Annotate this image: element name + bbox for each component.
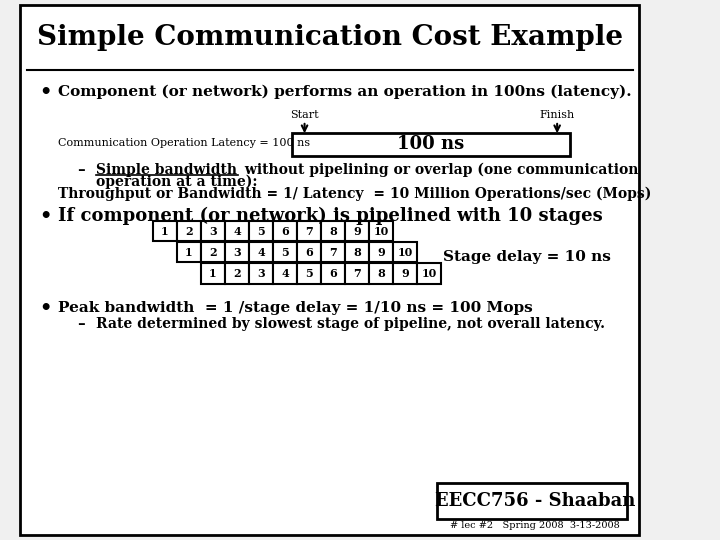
Text: operation at a time):: operation at a time): (96, 175, 258, 189)
Text: 7: 7 (353, 268, 361, 279)
Text: EECC756 - Shaaban: EECC756 - Shaaban (435, 492, 635, 510)
Text: 4: 4 (233, 226, 241, 237)
Text: 5: 5 (281, 247, 289, 258)
Text: 4: 4 (257, 247, 265, 258)
Text: •: • (40, 207, 52, 225)
Bar (201, 221, 225, 241)
Text: 1: 1 (185, 247, 193, 258)
Text: Component (or network) performs an operation in 100ns (latency).: Component (or network) performs an opera… (58, 85, 632, 99)
Text: Communication Operation Latency = 100 ns: Communication Operation Latency = 100 ns (58, 138, 310, 148)
Text: 2: 2 (185, 226, 193, 237)
Text: Peak bandwidth  = 1 /stage delay = 1/10 ns = 100 Mops: Peak bandwidth = 1 /stage delay = 1/10 n… (58, 301, 533, 315)
Bar (321, 221, 345, 241)
Text: 6: 6 (329, 268, 337, 279)
Text: 10: 10 (374, 226, 389, 237)
Bar (273, 242, 297, 262)
Bar (393, 263, 417, 284)
Text: •: • (40, 83, 52, 101)
Bar (292, 133, 570, 156)
Text: 6: 6 (305, 247, 313, 258)
Text: 8: 8 (377, 268, 385, 279)
Text: If component (or network) is pipelined with 10 stages: If component (or network) is pipelined w… (58, 207, 603, 225)
Text: 9: 9 (401, 268, 409, 279)
Bar (369, 263, 393, 284)
Text: 9: 9 (353, 226, 361, 237)
Text: Throughput or Bandwidth = 1/ Latency  = 10 Million Operations/sec (Mops): Throughput or Bandwidth = 1/ Latency = 1… (58, 187, 652, 201)
Text: 2: 2 (210, 247, 217, 258)
Text: 9: 9 (377, 247, 385, 258)
Bar (201, 263, 225, 284)
Bar (345, 242, 369, 262)
Bar (225, 221, 249, 241)
Text: •: • (40, 299, 52, 317)
Text: 8: 8 (353, 247, 361, 258)
Bar (153, 221, 177, 241)
Bar (369, 242, 393, 262)
Bar (273, 221, 297, 241)
Bar (201, 242, 225, 262)
Bar (297, 221, 321, 241)
Text: 100 ns: 100 ns (397, 135, 464, 153)
Text: –: – (77, 317, 85, 331)
Bar (321, 242, 345, 262)
Bar (437, 483, 626, 519)
Text: # lec #2   Spring 2008  3-13-2008: # lec #2 Spring 2008 3-13-2008 (450, 522, 620, 530)
Text: Simple bandwidth: Simple bandwidth (96, 163, 237, 177)
Text: Finish: Finish (539, 110, 575, 120)
Bar (393, 242, 417, 262)
Bar (249, 221, 273, 241)
Bar (273, 263, 297, 284)
Text: 8: 8 (329, 226, 337, 237)
Text: without pipelining or overlap (one communication: without pipelining or overlap (one commu… (240, 163, 639, 177)
Text: 2: 2 (233, 268, 240, 279)
Bar (417, 263, 441, 284)
Text: Rate determined by slowest stage of pipeline, not overall latency.: Rate determined by slowest stage of pipe… (96, 317, 605, 331)
Bar (369, 221, 393, 241)
Bar (177, 242, 201, 262)
Bar (225, 263, 249, 284)
Text: 7: 7 (329, 247, 337, 258)
Text: Simple Communication Cost Example: Simple Communication Cost Example (37, 24, 623, 51)
Text: 10: 10 (421, 268, 436, 279)
Bar (249, 242, 273, 262)
Bar (177, 221, 201, 241)
Text: 5: 5 (305, 268, 313, 279)
Text: 3: 3 (257, 268, 265, 279)
Bar (249, 263, 273, 284)
Text: –: – (77, 163, 85, 177)
Text: 10: 10 (397, 247, 413, 258)
Text: 7: 7 (305, 226, 313, 237)
Text: 1: 1 (161, 226, 168, 237)
Bar (297, 242, 321, 262)
Text: 6: 6 (281, 226, 289, 237)
Text: Start: Start (290, 110, 319, 120)
Bar (345, 221, 369, 241)
Text: 1: 1 (210, 268, 217, 279)
Text: 3: 3 (209, 226, 217, 237)
Bar (321, 263, 345, 284)
Bar (225, 242, 249, 262)
Text: 4: 4 (281, 268, 289, 279)
Text: Stage delay = 10 ns: Stage delay = 10 ns (444, 250, 611, 264)
Text: 5: 5 (257, 226, 265, 237)
Bar (345, 263, 369, 284)
Bar (297, 263, 321, 284)
Text: 3: 3 (233, 247, 241, 258)
